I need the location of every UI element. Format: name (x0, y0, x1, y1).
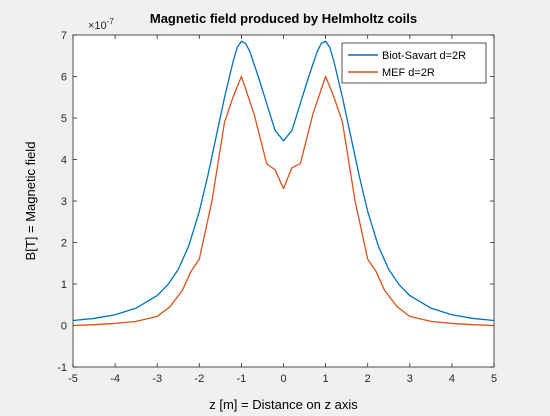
x-axis-label: z [m] = Distance on z axis (209, 397, 358, 412)
x-tick-label: 3 (407, 373, 413, 385)
series-line-biot-savart (72, 40, 495, 322)
y-tick-label: -1 (57, 362, 67, 374)
x-tick-label: -3 (152, 373, 162, 385)
legend: Biot-Savart d=2R MEF d=2R (341, 42, 487, 84)
x-tick-label: 1 (323, 373, 329, 385)
y-axis-label: B[T] = Magnetic field (23, 142, 38, 261)
y-tick-label: 4 (61, 155, 67, 167)
x-tick-label: 5 (491, 373, 497, 385)
legend-box (341, 42, 487, 84)
x-tick-label: -5 (68, 373, 78, 385)
chart-title: Magnetic field produced by Helmholtz coi… (150, 11, 417, 26)
y-exponent-power: -7 (107, 17, 115, 26)
svg-text:×10-7: ×10-7 (88, 17, 114, 32)
y-tick-label: 2 (61, 238, 67, 250)
series-lines (72, 40, 495, 327)
x-tick-label: 2 (365, 373, 371, 385)
y-exponent-base: ×10 (88, 20, 107, 32)
tick-labels: -5 -4 -3 -2 -1 0 1 2 3 4 5 -1 0 1 2 3 4 5 6 7 (57, 30, 497, 385)
y-tick-label: 7 (61, 30, 67, 42)
y-tick-label: 5 (61, 113, 67, 125)
x-tick-label: -1 (237, 373, 247, 385)
y-tick-label: 6 (61, 72, 67, 84)
axes-box (72, 34, 495, 368)
legend-label-mef: MEF d=2R (382, 67, 435, 79)
x-tick-label: 0 (280, 373, 286, 385)
y-tick-label: 1 (61, 279, 67, 291)
y-exponent: ×10-7 (88, 17, 114, 32)
x-tick-label: 4 (449, 373, 455, 385)
x-tick-label: -4 (110, 373, 120, 385)
plot-area (73, 35, 494, 367)
legend-label-biot-savart: Biot-Savart d=2R (382, 50, 466, 62)
series-line-mef (72, 75, 495, 327)
y-tick-label: 0 (61, 321, 67, 333)
x-tick-label: -2 (194, 373, 204, 385)
y-tick-label: 3 (61, 196, 67, 208)
